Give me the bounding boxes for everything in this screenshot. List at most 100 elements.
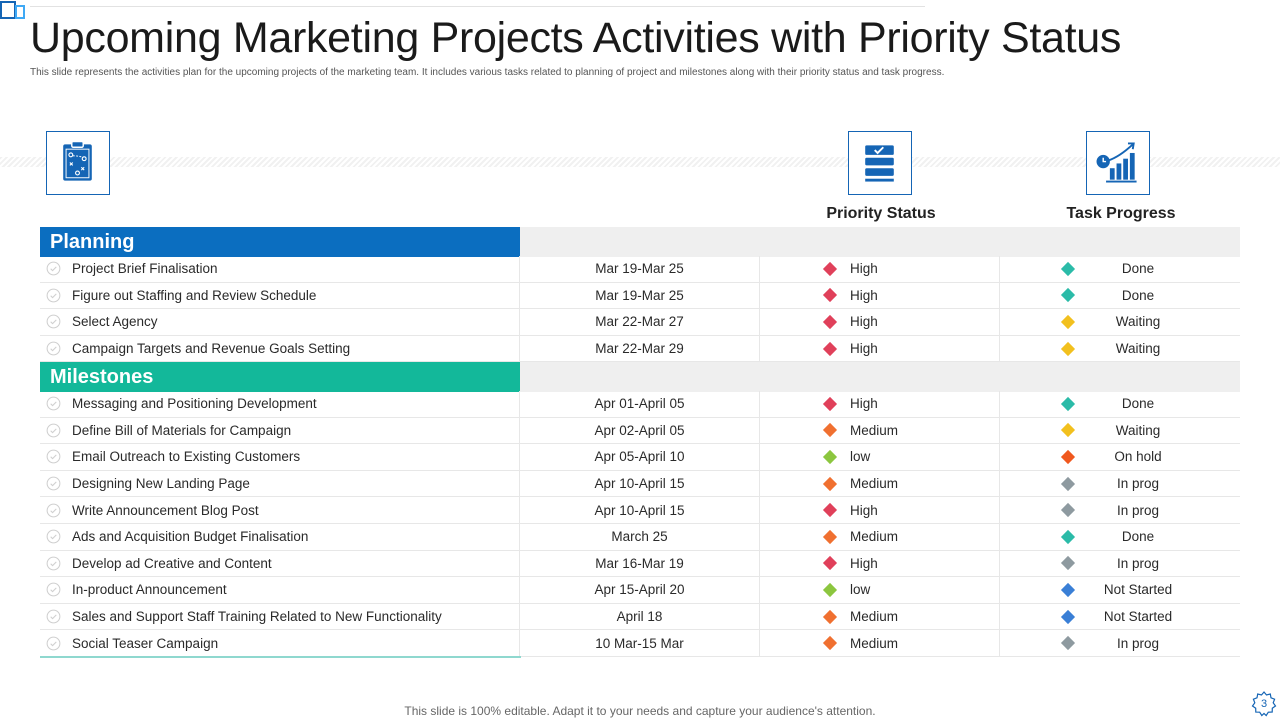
task-cell: Campaign Targets and Revenue Goals Setti… [40, 335, 520, 362]
table-row: Ads and Acquisition Budget Finalisation M… [40, 523, 1240, 551]
priority-diamond-icon [822, 529, 838, 544]
task-progress: Not Started [1103, 582, 1173, 598]
check-circle-icon [46, 423, 61, 438]
progress-diamond-icon [1060, 423, 1076, 438]
table-row: Designing New Landing Page Apr 10-April 1… [40, 470, 1240, 498]
priority-cell: Medium [760, 603, 1000, 630]
priority-status: High [850, 502, 878, 518]
task-date: April 18 [616, 609, 663, 625]
priority-status: High [850, 287, 878, 303]
table-row: Email Outreach to Existing Customers Apr … [40, 444, 1240, 471]
progress-cell: Waiting [1000, 418, 1240, 444]
task-cell: Email Outreach to Existing Customers [40, 444, 520, 470]
check-circle-icon [46, 609, 61, 624]
priority-cell: Medium [760, 417, 1000, 444]
task-progress: Waiting [1115, 422, 1161, 438]
task-progress: Waiting [1115, 341, 1161, 357]
priority-cell: High [760, 497, 1000, 523]
task-name: In-product Announcement [72, 582, 227, 598]
priority-status: low [850, 582, 871, 598]
priority-status: Medium [850, 422, 899, 438]
task-cell: Write Announcement Blog Post [40, 497, 520, 523]
priority-cell: High [760, 309, 1000, 335]
section-label-milestones: Milestones [40, 362, 520, 392]
task-name: Designing New Landing Page [72, 476, 250, 492]
table-row: Write Announcement Blog Post Apr 10-April… [40, 497, 1240, 524]
progress-cell: Done [1000, 283, 1240, 309]
table-row: Messaging and Positioning Development Apr… [40, 391, 1240, 418]
priority-diamond-icon [822, 556, 838, 571]
task-progress: Done [1121, 529, 1155, 545]
task-date: March 25 [611, 529, 668, 545]
section-header-milestones: Milestones [40, 362, 1240, 392]
date-cell: Mar 16-Mar 19 [520, 550, 760, 577]
column-header-progress: Task Progress [1066, 205, 1176, 222]
task-cell: Ads and Acquisition Budget Finalisation [40, 523, 520, 550]
priority-cell: High [760, 256, 1000, 282]
priority-diamond-icon [822, 423, 838, 438]
table-row: Figure out Staffing and Review Schedule M… [40, 282, 1240, 310]
priority-status: High [850, 396, 878, 412]
priority-status: High [850, 314, 878, 330]
priority-diamond-icon [822, 261, 838, 276]
priority-cell: High [760, 391, 1000, 417]
task-date: Mar 19-Mar 25 [595, 287, 684, 303]
task-progress: Done [1121, 261, 1155, 277]
progress-diamond-icon [1060, 476, 1076, 491]
date-cell: 10 Mar-15 Mar [520, 630, 760, 656]
priority-diamond-icon [822, 636, 838, 651]
task-cell: Select Agency [40, 309, 520, 335]
date-cell: April 18 [520, 603, 760, 630]
growth-chart-icon [1086, 131, 1150, 195]
progress-diamond-icon [1060, 314, 1076, 330]
progress-cell: On hold [1000, 444, 1240, 470]
task-name: Campaign Targets and Revenue Goals Setti… [72, 341, 351, 357]
priority-diamond-icon [822, 396, 838, 411]
priority-cell: High [760, 335, 1000, 362]
table-row: Sales and Support Staff Training Related… [40, 603, 1240, 631]
priority-status: Medium [850, 635, 899, 651]
section-label-planning: Planning [40, 227, 520, 257]
priority-cell: High [760, 282, 1000, 309]
task-date: Mar 22-Mar 29 [595, 341, 684, 357]
date-cell: Apr 05-April 10 [520, 444, 760, 470]
task-name: Email Outreach to Existing Customers [72, 449, 301, 465]
task-cell: Develop ad Creative and Content [40, 550, 520, 577]
priority-cell: Medium [760, 523, 1000, 550]
corner-logo-icon [0, 1, 25, 19]
table-row: Develop ad Creative and Content Mar 16-Ma… [40, 550, 1240, 578]
task-progress: Done [1121, 287, 1155, 303]
gear-badge-icon [1251, 691, 1277, 717]
page-number-badge: 3 [1251, 691, 1277, 717]
task-name: Select Agency [72, 314, 158, 330]
progress-cell: In prog [1000, 630, 1240, 656]
top-rule [30, 6, 925, 7]
progress-diamond-icon [1060, 582, 1076, 598]
date-cell: Mar 19-Mar 25 [520, 256, 760, 282]
task-cell: Figure out Staffing and Review Schedule [40, 282, 520, 309]
check-circle-icon [46, 288, 61, 303]
table-row: Social Teaser Campaign 10 Mar-15 Mar Mediu… [40, 630, 1240, 657]
task-progress: In prog [1116, 502, 1160, 518]
date-cell: Apr 10-April 15 [520, 470, 760, 497]
check-circle-icon [46, 315, 61, 329]
task-progress: On hold [1114, 449, 1162, 465]
priority-diamond-icon [822, 288, 838, 303]
priority-diamond-icon [822, 476, 838, 491]
task-name: Social Teaser Campaign [72, 635, 219, 651]
task-progress: Done [1121, 396, 1155, 412]
column-header-priority: Priority Status [826, 205, 936, 222]
progress-cell: Waiting [1000, 336, 1240, 362]
priority-diamond-icon [822, 503, 838, 518]
priority-status: Medium [850, 476, 899, 492]
task-name: Ads and Acquisition Budget Finalisation [72, 529, 309, 545]
priority-diamond-icon [822, 341, 838, 356]
page-subtitle: This slide represents the activities pla… [30, 67, 945, 78]
check-circle-icon [46, 503, 61, 518]
section-header-planning: Planning [40, 227, 1240, 257]
priority-status: High [850, 555, 878, 571]
progress-diamond-icon [1060, 503, 1076, 518]
milestone-rows: Messaging and Positioning Development Apr… [40, 391, 1240, 657]
progress-diamond-icon [1060, 288, 1076, 303]
date-cell: Apr 01-April 05 [520, 391, 760, 417]
